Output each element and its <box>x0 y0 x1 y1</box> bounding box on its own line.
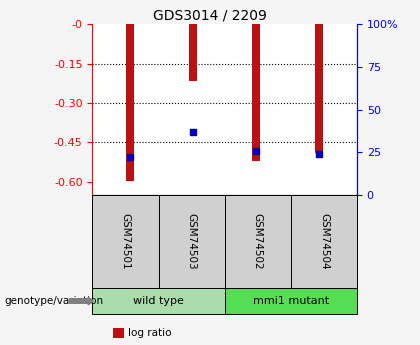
Text: GSM74504: GSM74504 <box>319 213 329 270</box>
Text: log ratio: log ratio <box>128 328 172 338</box>
Bar <box>189 24 197 81</box>
Bar <box>126 24 134 181</box>
Text: wild type: wild type <box>133 296 184 306</box>
Text: GSM74503: GSM74503 <box>186 213 197 270</box>
Text: GSM74501: GSM74501 <box>121 213 131 270</box>
Bar <box>315 24 323 153</box>
Text: mmi1 mutant: mmi1 mutant <box>253 296 329 306</box>
Bar <box>252 24 260 161</box>
Text: GSM74502: GSM74502 <box>253 213 263 270</box>
Text: genotype/variation: genotype/variation <box>4 296 103 306</box>
Text: GDS3014 / 2209: GDS3014 / 2209 <box>153 9 267 23</box>
